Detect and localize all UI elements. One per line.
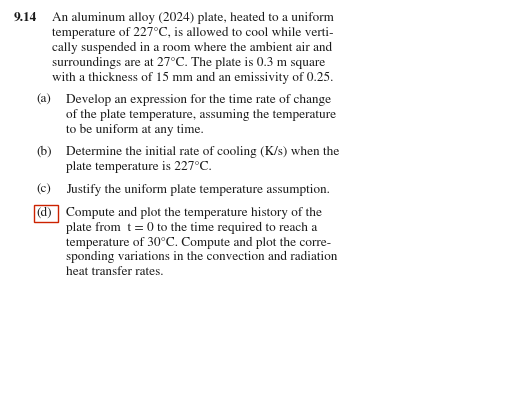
Text: temperature of 227°C, is allowed to cool while verti-: temperature of 227°C, is allowed to cool… <box>52 27 333 39</box>
Text: (d): (d) <box>36 207 52 219</box>
Bar <box>34 205 57 222</box>
Text: sponding variations in the convection and radiation: sponding variations in the convection an… <box>66 251 338 263</box>
Text: surroundings are at 27°C. The plate is 0.3 m square: surroundings are at 27°C. The plate is 0… <box>52 56 325 69</box>
Text: to be uniform at any time.: to be uniform at any time. <box>66 124 204 136</box>
Text: Compute and plot the temperature history of the: Compute and plot the temperature history… <box>66 207 322 219</box>
Text: cally suspended in a room where the ambient air and: cally suspended in a room where the ambi… <box>52 42 332 54</box>
Text: heat transfer rates.: heat transfer rates. <box>66 266 163 278</box>
Text: An aluminum alloy (2024) plate, heated to a uniform: An aluminum alloy (2024) plate, heated t… <box>52 12 334 24</box>
Text: of the plate temperature, assuming the temperature: of the plate temperature, assuming the t… <box>66 109 336 121</box>
Text: 9.14: 9.14 <box>14 12 37 24</box>
Text: (c): (c) <box>36 184 51 196</box>
Text: temperature of 30°C. Compute and plot the corre-: temperature of 30°C. Compute and plot th… <box>66 236 331 249</box>
Text: Justify the uniform plate temperature assumption.: Justify the uniform plate temperature as… <box>66 184 330 196</box>
Text: Determine the initial rate of cooling (K/s) when the: Determine the initial rate of cooling (K… <box>66 147 339 158</box>
Text: with a thickness of 15 mm and an emissivity of 0.25.: with a thickness of 15 mm and an emissiv… <box>52 71 333 84</box>
Text: (a): (a) <box>36 94 51 106</box>
Text: plate from  t = 0 to the time required to reach a: plate from t = 0 to the time required to… <box>66 222 317 234</box>
Text: Develop an expression for the time rate of change: Develop an expression for the time rate … <box>66 94 331 106</box>
Text: (b): (b) <box>36 147 52 158</box>
Text: plate temperature is 227°C.: plate temperature is 227°C. <box>66 161 212 173</box>
